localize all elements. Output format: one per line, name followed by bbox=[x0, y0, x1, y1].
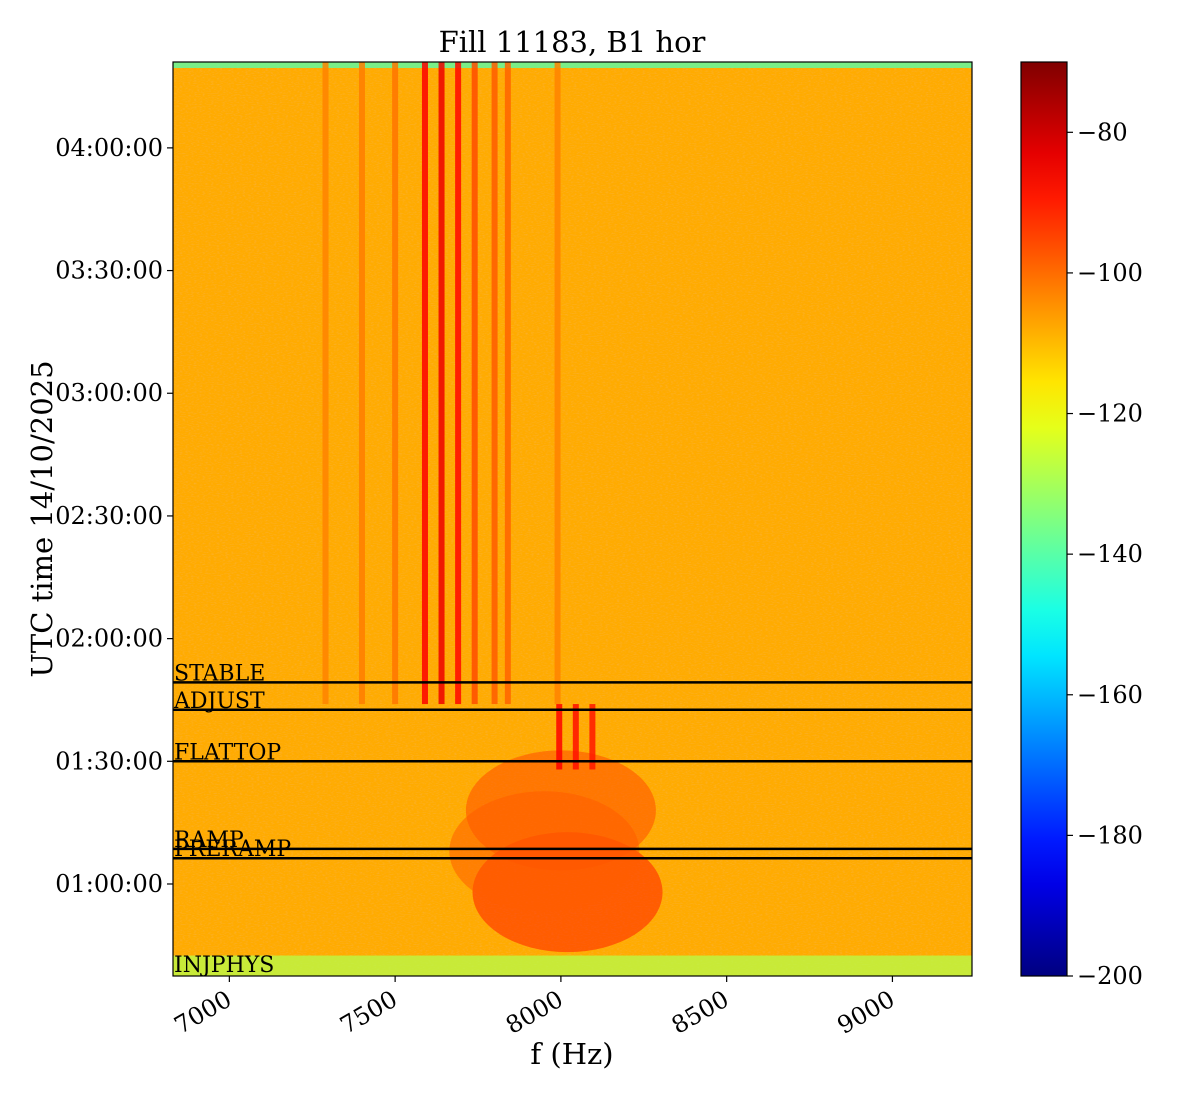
y-tick-label: 04:00:00 bbox=[55, 134, 163, 162]
x-tick-label: 8500 bbox=[667, 985, 734, 1040]
spectral-line bbox=[358, 62, 365, 705]
y-tick-label: 02:30:00 bbox=[55, 502, 163, 530]
phase-label: RAMP bbox=[174, 828, 244, 853]
chart-title: Fill 11183, B1 hor bbox=[439, 25, 706, 59]
colorbar-tick-label: −140 bbox=[1077, 540, 1143, 568]
spectral-line bbox=[322, 62, 329, 705]
spectral-line bbox=[455, 62, 462, 705]
colorbar-tick-label: −120 bbox=[1077, 400, 1143, 428]
y-axis: 01:00:00 01:30:00 02:00:00 02:30:00 03:00:00… bbox=[55, 134, 173, 898]
phase-label: INJPHYS bbox=[174, 953, 274, 978]
x-tick-label: 8000 bbox=[501, 985, 568, 1040]
y-tick-label: 01:30:00 bbox=[55, 747, 163, 775]
y-tick-label: 03:00:00 bbox=[55, 379, 163, 407]
spectral-line bbox=[491, 62, 498, 705]
y-tick-label: 03:30:00 bbox=[55, 257, 163, 285]
spectral-line bbox=[556, 704, 563, 770]
plot-frame bbox=[172, 61, 973, 977]
phase-label: ADJUST bbox=[173, 689, 265, 714]
colorbar-ticks: −80 −100 −120 −140 −160 −180 −200 bbox=[1067, 118, 1143, 990]
heatmap-blob bbox=[449, 791, 640, 912]
heatmap-top-edge bbox=[173, 62, 972, 68]
y-tick-label: 01:00:00 bbox=[55, 870, 163, 898]
spectral-line bbox=[504, 62, 511, 705]
x-tick-label: 7000 bbox=[169, 985, 236, 1040]
y-tick-label: 02:00:00 bbox=[55, 625, 163, 653]
colorbar-tick-label: −100 bbox=[1077, 259, 1143, 287]
spectral-line bbox=[471, 62, 478, 705]
spectral-line bbox=[421, 62, 428, 705]
colorbar-tick-label: −160 bbox=[1077, 681, 1143, 709]
heatmap bbox=[173, 62, 972, 976]
phase-label: FLATTOP bbox=[174, 740, 281, 765]
spectral-line bbox=[589, 704, 596, 770]
colorbar-tick-label: −200 bbox=[1077, 962, 1143, 990]
spectral-line bbox=[392, 62, 399, 705]
heatmap-features bbox=[173, 62, 972, 976]
colorbar: −80 −100 −120 −140 −160 −180 −200 bbox=[1020, 61, 1143, 990]
colorbar-tick-label: −80 bbox=[1077, 118, 1128, 146]
colorbar-gradient bbox=[1020, 61, 1068, 977]
x-axis: 7000 7500 8000 8500 9000 bbox=[169, 976, 899, 1040]
x-tick-label: 9000 bbox=[833, 985, 900, 1040]
phase-label: STABLE bbox=[174, 661, 265, 686]
spectral-line bbox=[572, 704, 579, 770]
colorbar-tick-label: −180 bbox=[1077, 821, 1143, 849]
spectral-line bbox=[438, 62, 445, 705]
spectral-line bbox=[554, 62, 561, 705]
y-axis-label: UTC time 14/10/2025 bbox=[25, 360, 59, 677]
x-axis-label: f (Hz) bbox=[530, 1037, 613, 1071]
x-tick-label: 7500 bbox=[335, 985, 402, 1040]
heatmap-bottom-edge bbox=[173, 955, 972, 976]
